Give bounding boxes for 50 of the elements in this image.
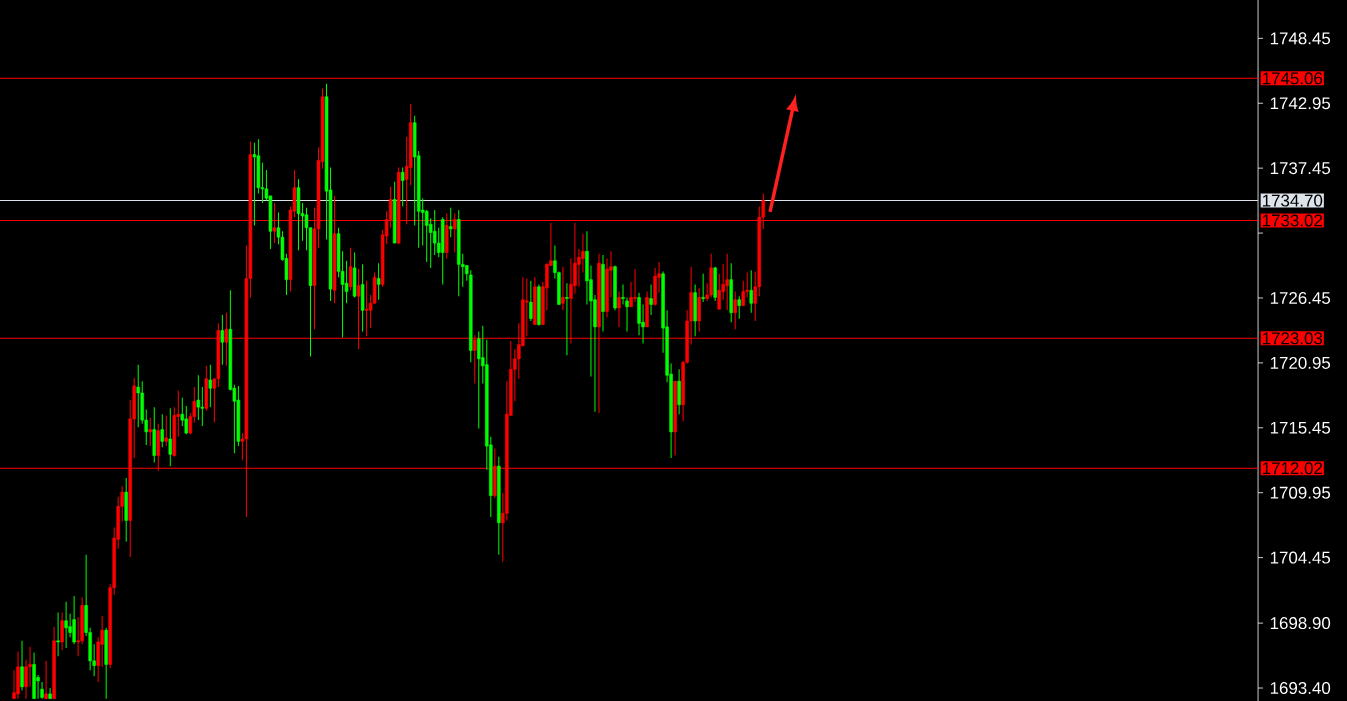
candlestick (400, 167, 405, 208)
y-tick-label: 1742.95 (1270, 97, 1331, 110)
candlestick (364, 280, 369, 337)
candlestick (208, 364, 213, 408)
y-tick-label: 1726.45 (1270, 291, 1331, 304)
candlestick (741, 280, 745, 307)
y-tick-label: 1698.90 (1270, 617, 1331, 630)
candlestick (252, 142, 257, 226)
candlestick (717, 273, 721, 310)
candlestick (529, 280, 533, 322)
candlestick (725, 253, 729, 311)
candlestick (148, 417, 152, 447)
candlestick (677, 368, 681, 415)
candlestick (649, 283, 653, 316)
y-tick-label: 1737.45 (1270, 162, 1331, 175)
y-tick-label: 1709.95 (1270, 486, 1331, 499)
candlestick (432, 209, 437, 256)
candlestick (164, 414, 169, 447)
candlestick (136, 364, 140, 428)
candlestick (20, 640, 24, 691)
ref-line-label: 1712.02 (1262, 462, 1323, 475)
candlestick (60, 611, 64, 651)
candlestick (565, 282, 569, 356)
candlestick (196, 374, 201, 421)
y-tick-label: 1693.40 (1270, 682, 1331, 695)
candlestick (64, 601, 68, 649)
candlestick (733, 290, 737, 330)
y-tick-label: 1715.45 (1270, 421, 1331, 434)
candlestick (44, 660, 48, 700)
candlestick (56, 611, 60, 657)
candlestick (749, 269, 753, 314)
ref-line-label: 1733.02 (1262, 214, 1323, 227)
candlestick (701, 273, 705, 303)
ref-line-label: 1723.03 (1262, 332, 1323, 345)
candlestick (448, 207, 453, 238)
candlestick (561, 266, 565, 311)
candlestick (737, 295, 741, 320)
candlestick (72, 595, 76, 645)
candlestick (48, 687, 52, 700)
y-tick-label: 1720.95 (1270, 356, 1331, 369)
candlestick (697, 287, 701, 333)
ref-line-label: 1734.70 (1262, 194, 1323, 207)
candlestick (633, 268, 637, 303)
ref-line-label: 1745.06 (1262, 72, 1323, 85)
candlestick (376, 262, 381, 301)
candlestick (224, 312, 229, 367)
candlestick (617, 290, 621, 328)
candlestick (348, 247, 353, 291)
y-tick-label: 1704.45 (1270, 551, 1331, 564)
y-tick-label: 1748.45 (1270, 32, 1331, 45)
